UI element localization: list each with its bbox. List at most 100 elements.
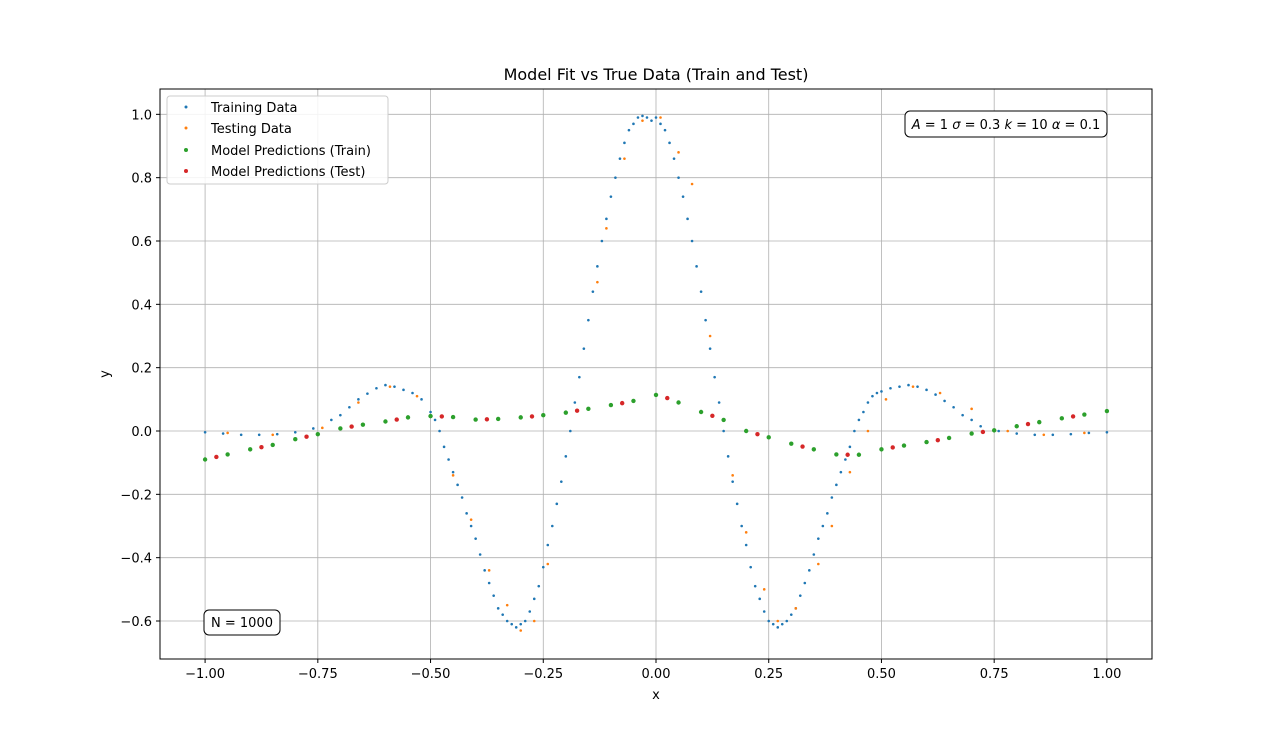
training-point <box>330 418 333 422</box>
training-point <box>496 607 500 610</box>
testing-point <box>866 429 870 433</box>
training-point <box>636 116 640 119</box>
training-point <box>523 619 527 623</box>
training-point <box>456 483 459 487</box>
training-point <box>402 388 405 392</box>
training-point <box>713 375 716 379</box>
training-point <box>366 392 369 395</box>
testing-point <box>1042 433 1046 437</box>
chart-title: Model Fit vs True Data (Train and Test) <box>504 65 809 84</box>
training-point <box>487 581 491 585</box>
training-point <box>740 524 743 528</box>
sample-count-box <box>203 609 281 636</box>
training-point <box>614 176 617 179</box>
training-point <box>519 622 523 626</box>
params-text: A = 1 σ = 0.3 k = 10 α = 0.1 <box>911 118 1101 133</box>
testing-point <box>519 629 523 632</box>
training-point <box>550 524 554 528</box>
training-point <box>582 347 586 350</box>
training-point <box>672 157 676 160</box>
train-prediction-point <box>879 447 884 452</box>
training-point <box>726 455 730 458</box>
training-point <box>348 405 351 409</box>
training-point <box>708 347 712 350</box>
x-tick-label: 0.50 <box>867 667 896 682</box>
test-prediction-point <box>619 400 625 406</box>
training-point <box>578 375 581 379</box>
train-prediction-point <box>608 402 614 408</box>
train-prediction-point <box>586 406 591 412</box>
training-point <box>862 410 865 414</box>
y-tick-label: 0.4 <box>131 298 152 313</box>
sample-count-annotation: N = 1000 <box>203 609 281 636</box>
training-point <box>835 483 838 487</box>
training-point <box>704 318 707 322</box>
legend: Training Data Testing Data Model Predict… <box>166 95 389 185</box>
training-point <box>916 385 919 388</box>
training-point <box>384 383 387 387</box>
x-tick-label: 0.75 <box>980 667 1009 682</box>
training-point <box>677 176 680 179</box>
training-point <box>546 543 550 547</box>
test-prediction-point <box>484 417 490 422</box>
train-prediction-point <box>1104 408 1110 414</box>
test-prediction-point <box>935 437 941 443</box>
legend-label-training: Training Data <box>210 101 297 116</box>
test-prediction-point <box>304 434 309 439</box>
train-prediction-point <box>473 417 478 422</box>
training-point <box>663 128 667 132</box>
training-point <box>690 239 694 243</box>
test-prediction-point <box>800 444 805 449</box>
training-point <box>528 610 532 613</box>
testing-point <box>226 431 229 435</box>
x-axis-label: x <box>652 688 660 703</box>
training-point <box>609 195 613 198</box>
training-point <box>645 116 649 119</box>
testing-point <box>388 385 392 388</box>
training-point <box>889 386 892 390</box>
training-point <box>623 141 626 145</box>
train-prediction-point <box>293 437 298 442</box>
params-annotation: A = 1 σ = 0.3 k = 10 α = 0.1 <box>904 110 1108 138</box>
x-tick-label: 0.25 <box>754 667 783 682</box>
training-point <box>780 622 784 626</box>
testing-point <box>546 562 550 566</box>
x-axis-ticks: −1.00 −0.75 −0.50 −0.25 0.00 0.25 0.50 0.75 1.00 <box>185 659 1121 682</box>
testing-point <box>970 407 973 411</box>
testing-point <box>794 607 798 610</box>
grid-lines <box>160 89 1152 659</box>
testing-point <box>505 603 509 607</box>
testing-point <box>762 588 766 591</box>
testing-point <box>469 518 473 521</box>
training-point <box>596 265 599 268</box>
training-point <box>871 394 874 398</box>
test-prediction-point <box>755 431 760 437</box>
testing-point <box>641 119 644 122</box>
training-point <box>560 480 563 483</box>
train-prediction-point <box>405 415 411 420</box>
sample-count-text: N = 1000 <box>211 616 273 631</box>
training-point <box>510 622 514 626</box>
testing-point <box>938 391 942 395</box>
training-point <box>569 429 572 433</box>
train-prediction-point <box>225 452 230 457</box>
legend-marker-pred-train <box>184 148 188 152</box>
training-point <box>605 217 608 221</box>
training-point <box>442 445 446 449</box>
train-prediction-point <box>743 428 749 434</box>
x-tick-label: −0.50 <box>411 667 451 682</box>
training-point <box>411 391 414 395</box>
y-tick-label: −0.4 <box>120 552 152 567</box>
training-point <box>699 290 703 293</box>
training-point <box>420 398 423 401</box>
legend-label-pred-train: Model Predictions (Train) <box>211 144 371 159</box>
training-point <box>257 433 261 437</box>
train-prediction-point <box>315 431 321 437</box>
training-point <box>447 458 450 461</box>
testing-point <box>744 531 748 534</box>
train-prediction-point <box>202 457 208 462</box>
test-prediction-point <box>394 417 399 422</box>
training-point <box>429 410 432 414</box>
training-point <box>375 386 378 390</box>
